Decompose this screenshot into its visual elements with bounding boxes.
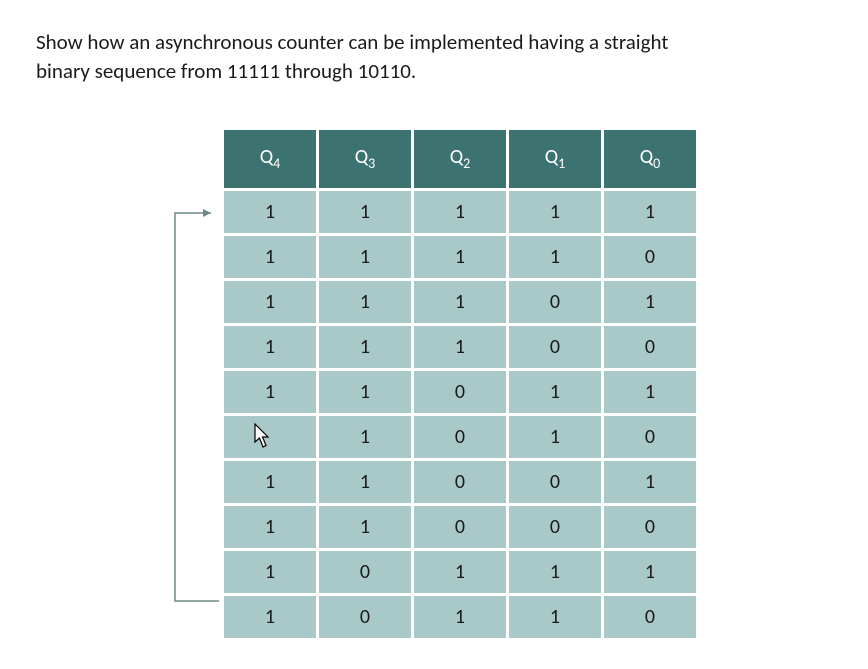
col-header-q1: Q1 bbox=[509, 130, 601, 188]
table-cell: 1 bbox=[319, 236, 411, 278]
table-body: 1111111110111011110011011101011001110001… bbox=[224, 191, 696, 638]
table-cell: 0 bbox=[509, 326, 601, 368]
table-cell: 1 bbox=[604, 461, 696, 503]
table-cell: 1 bbox=[319, 191, 411, 233]
table-cell: 1 bbox=[224, 461, 316, 503]
table-row: 11000 bbox=[224, 506, 696, 548]
table-cell: 1 bbox=[224, 236, 316, 278]
table-cell: 1 bbox=[224, 596, 316, 638]
table-cell: 1 bbox=[319, 461, 411, 503]
table-cell: 0 bbox=[414, 461, 506, 503]
table-cell: 0 bbox=[319, 596, 411, 638]
truth-table: Q4Q3Q2Q1Q0 11111111101110111100110111010… bbox=[221, 127, 699, 641]
table-cell: 1 bbox=[414, 596, 506, 638]
table-cell: 1 bbox=[319, 506, 411, 548]
table-cell: 1 bbox=[319, 326, 411, 368]
table-cell: 0 bbox=[414, 506, 506, 548]
mouse-cursor-icon bbox=[254, 423, 272, 449]
col-header-q0: Q0 bbox=[604, 130, 696, 188]
table-cell: 1 bbox=[509, 236, 601, 278]
table-cell: 1 bbox=[319, 416, 411, 458]
table-cell: 0 bbox=[319, 551, 411, 593]
table-cell: 0 bbox=[604, 236, 696, 278]
table-cell: 0 bbox=[509, 506, 601, 548]
table-cell: 1 bbox=[224, 281, 316, 323]
table-row: 10110 bbox=[224, 596, 696, 638]
table-cell: 1 bbox=[224, 326, 316, 368]
table-cell bbox=[224, 416, 316, 458]
table-cell: 1 bbox=[224, 551, 316, 593]
col-header-q3: Q3 bbox=[319, 130, 411, 188]
table-cell: 0 bbox=[604, 326, 696, 368]
table-row: 11101 bbox=[224, 281, 696, 323]
table-cell: 1 bbox=[604, 371, 696, 413]
table-cell: 1 bbox=[509, 551, 601, 593]
table-cell: 1 bbox=[604, 191, 696, 233]
table-cell: 1 bbox=[224, 506, 316, 548]
table-cell: 1 bbox=[319, 371, 411, 413]
table-cell: 1 bbox=[414, 281, 506, 323]
table-header-row: Q4Q3Q2Q1Q0 bbox=[224, 130, 696, 188]
table-cell: 1 bbox=[224, 371, 316, 413]
table-row: 11110 bbox=[224, 236, 696, 278]
table-cell: 1 bbox=[509, 416, 601, 458]
table-cell: 1 bbox=[509, 191, 601, 233]
table-cell: 1 bbox=[319, 281, 411, 323]
col-header-q2: Q2 bbox=[414, 130, 506, 188]
table-row: 11001 bbox=[224, 461, 696, 503]
table-cell: 1 bbox=[604, 281, 696, 323]
table-row: 11011 bbox=[224, 371, 696, 413]
question-text: Show how an asynchronous counter can be … bbox=[36, 28, 696, 87]
table-row: 1010 bbox=[224, 416, 696, 458]
table-cell: 1 bbox=[224, 191, 316, 233]
table-cell: 1 bbox=[414, 326, 506, 368]
table-row: 11111 bbox=[224, 191, 696, 233]
table-cell: 1 bbox=[509, 596, 601, 638]
table-cell: 0 bbox=[414, 416, 506, 458]
table-cell: 0 bbox=[604, 596, 696, 638]
table-cell: 1 bbox=[414, 191, 506, 233]
loop-arrow bbox=[173, 209, 221, 604]
table-cell: 0 bbox=[509, 281, 601, 323]
col-header-q4: Q4 bbox=[224, 130, 316, 188]
table-cell: 1 bbox=[414, 551, 506, 593]
table-row: 11100 bbox=[224, 326, 696, 368]
table-cell: 1 bbox=[509, 371, 601, 413]
table-cell: 0 bbox=[604, 416, 696, 458]
table-cell: 1 bbox=[414, 236, 506, 278]
table-cell: 1 bbox=[604, 551, 696, 593]
table-cell: 0 bbox=[414, 371, 506, 413]
table-row: 10111 bbox=[224, 551, 696, 593]
table-cell: 0 bbox=[604, 506, 696, 548]
table-cell: 0 bbox=[509, 461, 601, 503]
table-wrapper: Q4Q3Q2Q1Q0 11111111101110111100110111010… bbox=[221, 127, 832, 641]
